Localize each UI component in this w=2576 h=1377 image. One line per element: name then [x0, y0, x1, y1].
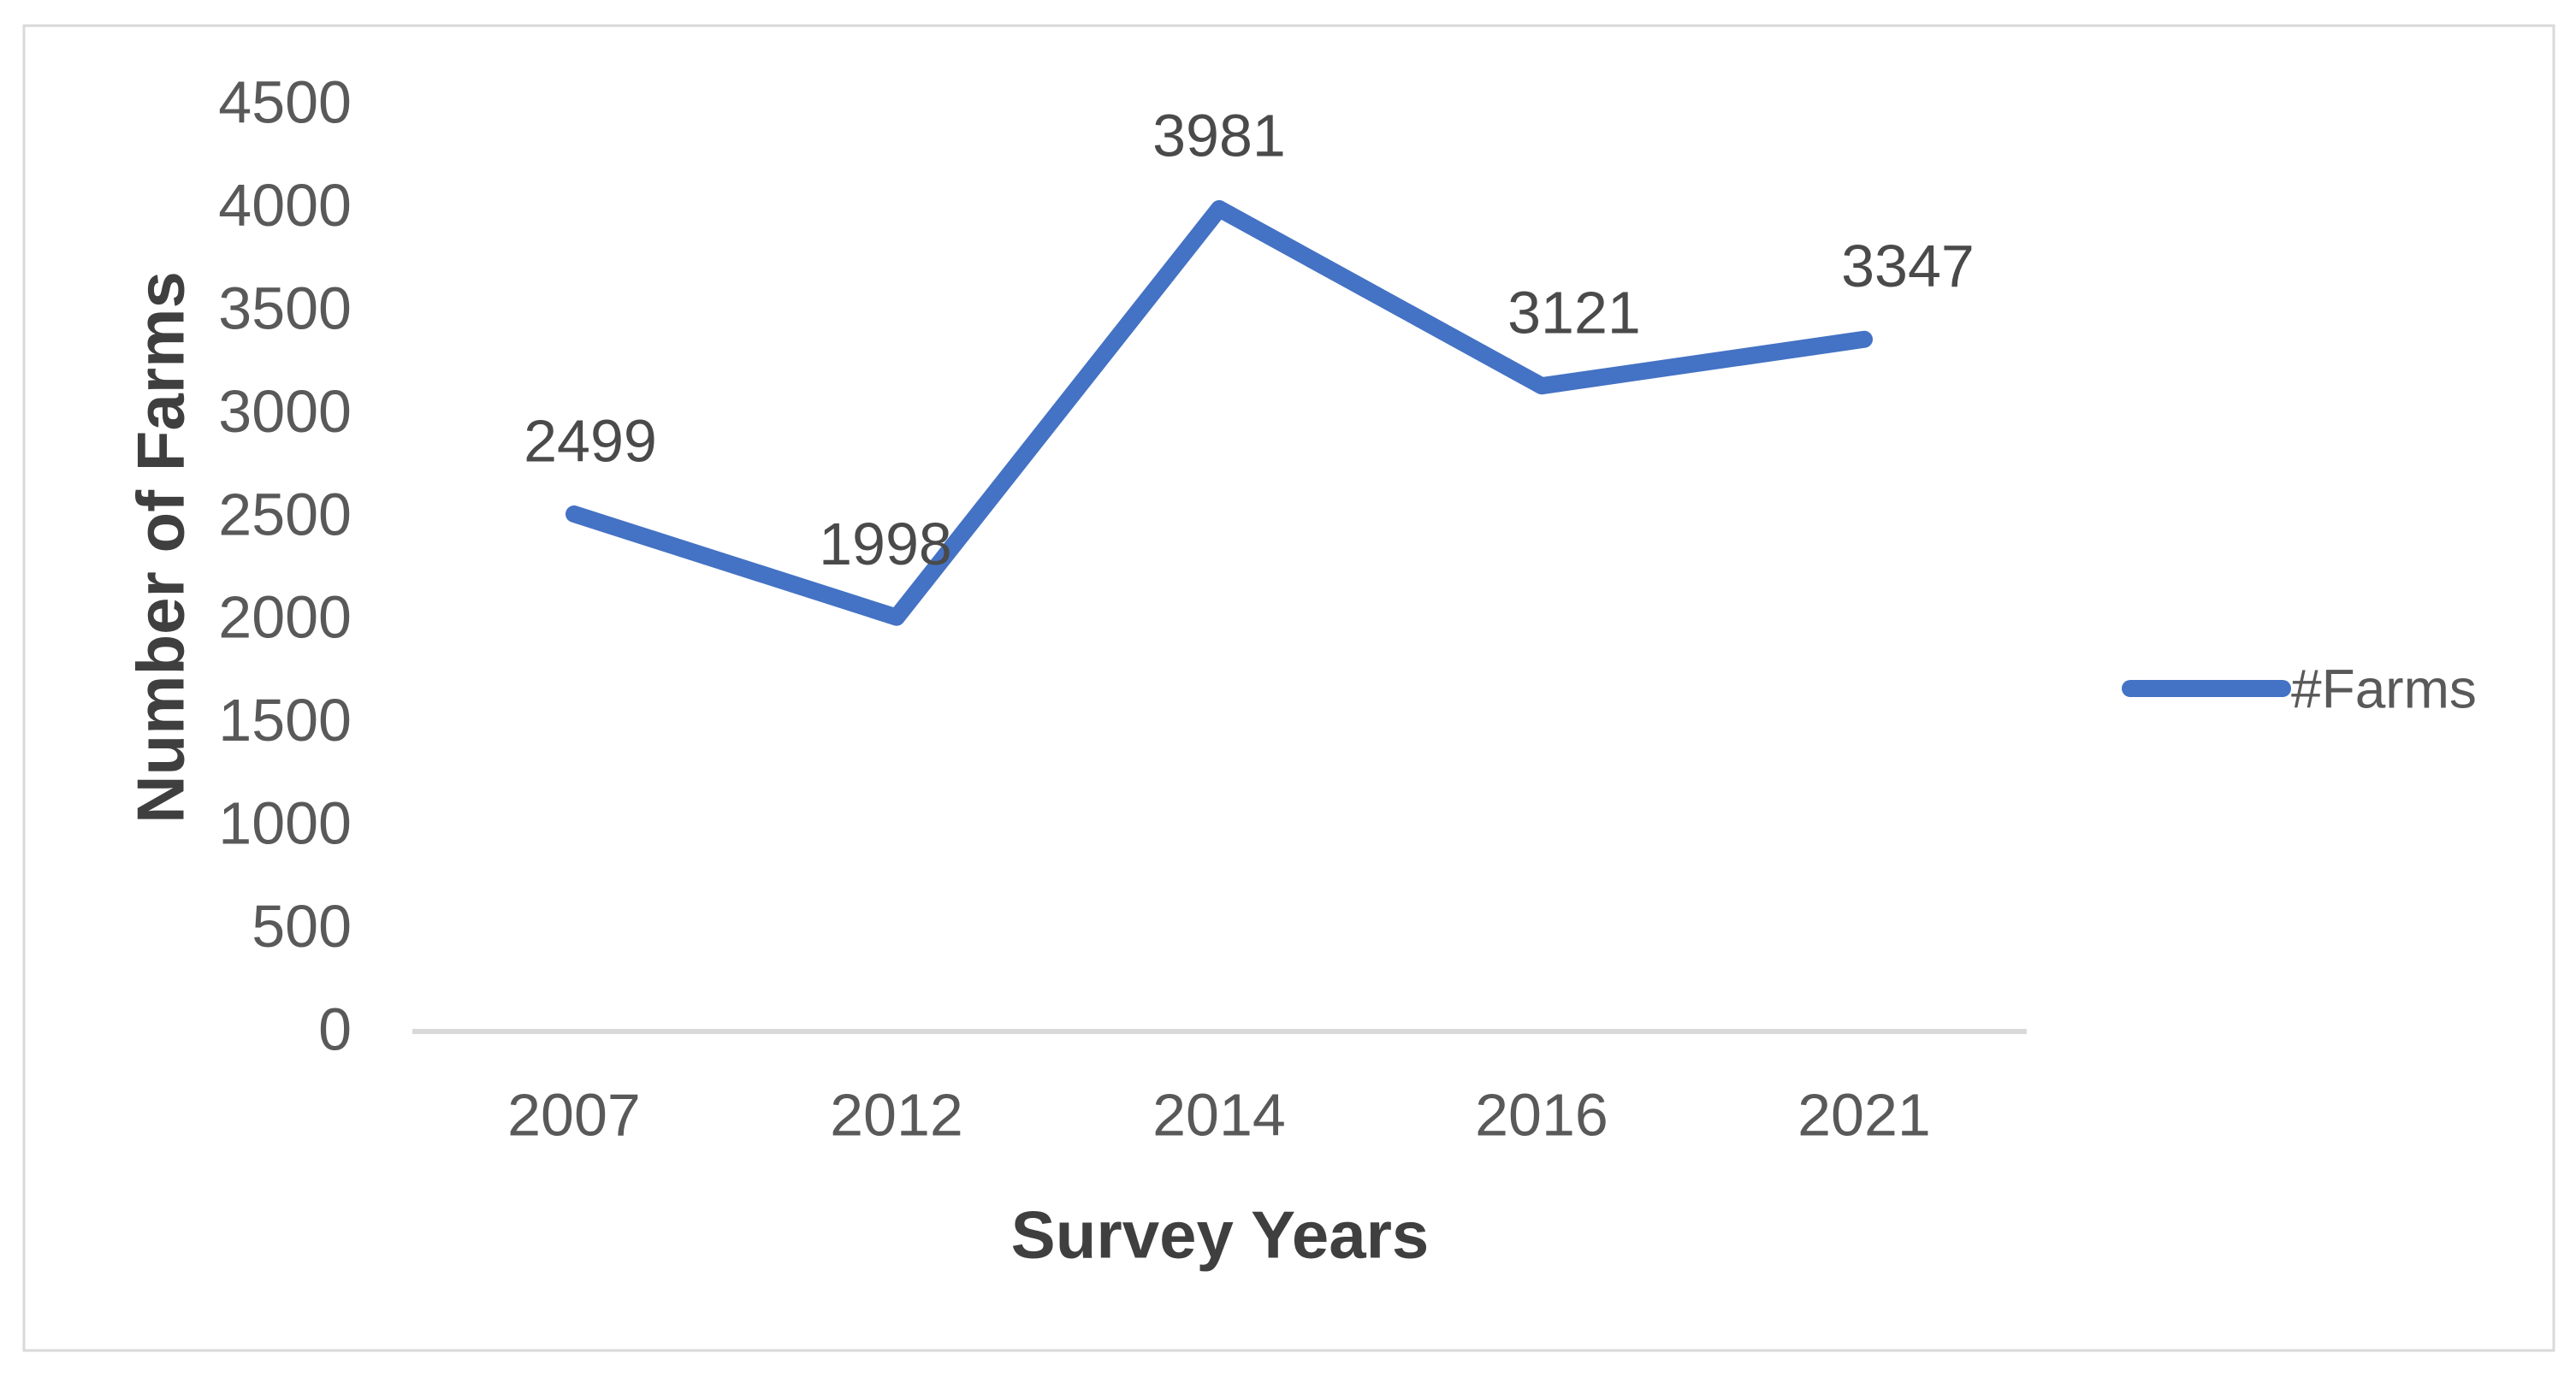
y-axis-tick-labels: 0 500 1000 1500 2000 2500 3000 3500 4000 4500: [218, 69, 352, 1063]
x-axis-title: Survey Years: [1011, 1197, 1430, 1272]
y-axis-title: Number of Farms: [122, 271, 198, 824]
data-label-1998: 1998: [819, 511, 952, 577]
x-tick-label-2016: 2016: [1475, 1082, 1608, 1149]
y-tick-label-3500: 3500: [218, 275, 352, 341]
y-tick-label-4500: 4500: [218, 69, 352, 136]
legend: #Farms: [2122, 658, 2477, 719]
y-tick-label-500: 500: [252, 893, 352, 960]
legend-label: #Farms: [2291, 658, 2477, 719]
data-label-3347: 3347: [1841, 233, 1975, 299]
chart-border: [22, 24, 2555, 1352]
y-tick-label-2500: 2500: [218, 481, 352, 547]
y-tick-label-0: 0: [318, 996, 352, 1063]
x-tick-label-2012: 2012: [830, 1082, 963, 1149]
y-tick-label-1500: 1500: [218, 687, 352, 754]
x-tick-label-2021: 2021: [1797, 1082, 1931, 1149]
x-axis-tick-labels: 2007 2012 2014 2016 2021: [507, 1082, 1931, 1149]
series-data-labels: 2499 1998 3981 3121 3347: [524, 103, 1975, 578]
y-tick-label-4000: 4000: [218, 172, 352, 239]
data-label-2499: 2499: [524, 408, 657, 475]
y-tick-label-2000: 2000: [218, 584, 352, 651]
series-line-farms: [566, 200, 1873, 626]
x-tick-label-2007: 2007: [507, 1082, 641, 1149]
data-label-3121: 3121: [1507, 280, 1641, 346]
y-tick-label-1000: 1000: [218, 790, 352, 857]
x-tick-label-2014: 2014: [1152, 1082, 1286, 1149]
y-tick-label-3000: 3000: [218, 378, 352, 445]
data-label-3981: 3981: [1152, 103, 1286, 169]
